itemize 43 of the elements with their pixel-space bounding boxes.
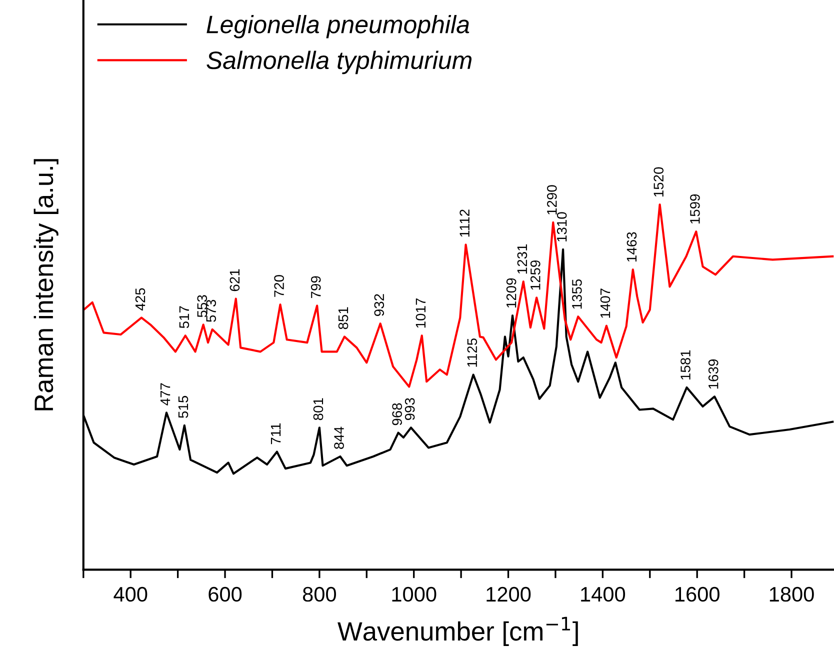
annotation: 968: [392, 403, 402, 426]
annotation: 1290: [547, 185, 557, 214]
annotation: 1125: [467, 338, 478, 367]
annotation: 711: [270, 423, 281, 444]
annotation: 1581: [680, 350, 690, 380]
annotation: 720: [274, 275, 284, 297]
x-tick-label: 1800: [770, 586, 814, 602]
annotation: 1310: [556, 212, 567, 242]
annotation: 1639: [708, 359, 718, 389]
annotation: 1259: [530, 260, 540, 290]
x-tick-label: 400: [114, 586, 148, 602]
annotation: 1520: [654, 167, 664, 197]
y-axis-title: Raman intensity [a.u.]: [34, 159, 58, 410]
annotation: 1231: [517, 244, 528, 274]
annotation: 993: [404, 398, 415, 420]
annotation: 1407: [600, 288, 610, 318]
annotation: 425: [135, 288, 146, 310]
annotation: 517: [179, 306, 190, 328]
legend-label: Salmonella typhimurium: [206, 50, 472, 74]
x-tick-label: 800: [302, 586, 336, 602]
annotation: 1355: [572, 279, 582, 309]
x-tick-label: 1000: [392, 586, 436, 602]
annotation: 1209: [506, 278, 516, 308]
x-axis-title: Wavenumber [cm$^{−1}$]: [338, 616, 578, 646]
annotation: 621: [230, 269, 240, 292]
annotation: 1463: [626, 232, 637, 262]
annotation: 1599: [690, 194, 700, 224]
legend-label: Legionella pneumophila: [206, 15, 470, 38]
annotation: 801: [313, 398, 324, 420]
annotation: 1112: [460, 210, 470, 237]
annotation: 573: [206, 300, 216, 322]
annotation: 932: [374, 294, 384, 316]
annotation: 851: [338, 307, 348, 330]
annotation: 477: [160, 383, 170, 406]
x-tick-label: 600: [208, 586, 242, 602]
annotation: 1017: [416, 298, 426, 328]
annotation: 553: [197, 295, 208, 318]
annotation: 799: [310, 276, 321, 298]
x-tick-label: 1200: [486, 586, 531, 602]
x-tick-label: 1400: [581, 586, 626, 602]
x-tick-label: 1600: [676, 586, 720, 602]
annotation: 515: [178, 396, 188, 418]
annotation: 844: [334, 426, 344, 449]
